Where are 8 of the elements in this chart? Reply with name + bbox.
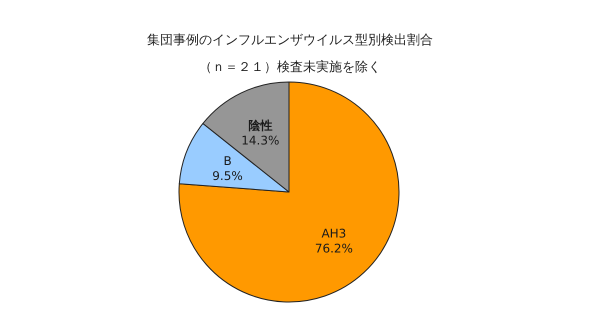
- data-label: 14.3%: [241, 134, 280, 148]
- slice-label: B: [223, 154, 232, 168]
- data-label: 76.2%: [314, 241, 353, 256]
- slice-label: 陰性: [248, 118, 272, 133]
- chart-subtitle: （ｎ＝２１）検査未実施を除く: [199, 59, 381, 75]
- chart-title: 集団事例のインフルエンザウイルス型別検出割合: [147, 33, 433, 48]
- data-label: 9.5%: [212, 168, 243, 183]
- slice-label: AH3: [321, 226, 346, 240]
